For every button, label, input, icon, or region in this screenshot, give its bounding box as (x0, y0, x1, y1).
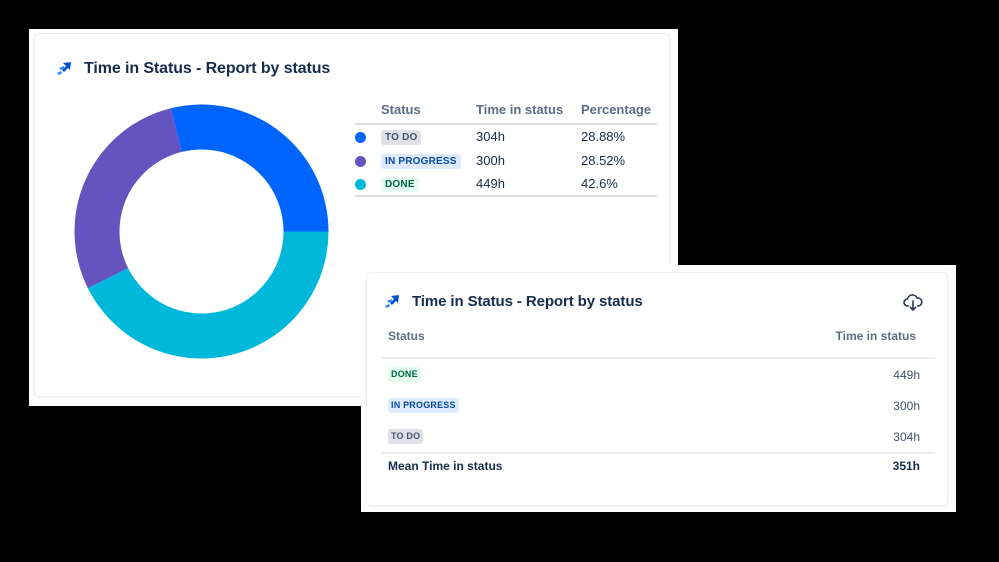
time-cell: 304h (893, 429, 920, 444)
column-header-status: Status (388, 329, 425, 343)
time-cell: 300h (476, 152, 505, 168)
percentage-cell: 28.52% (581, 152, 626, 168)
card-title: Time in Status - Report by status (384, 293, 643, 310)
card-title-text: Time in Status - Report by status (84, 60, 331, 77)
donut-slice-in-progress[interactable] (74, 108, 182, 289)
column-header-color (355, 98, 381, 125)
percentage-cell: 42.6% (581, 172, 657, 197)
mean-time-label: Mean Time in status (388, 459, 503, 473)
donut-slice-done[interactable] (87, 231, 329, 359)
time-cell: 304h (476, 129, 505, 144)
column-header-time: Time in status (835, 329, 916, 343)
status-lozenge-todo: TO DO (388, 429, 424, 444)
status-lozenge-done: DONE (388, 367, 421, 382)
download-button[interactable] (903, 293, 923, 311)
legend-dot-icon (355, 132, 366, 144)
status-donut-chart (74, 104, 329, 359)
legend-dot-icon (355, 179, 366, 191)
time-in-status-logo-icon (384, 294, 402, 310)
table-row: IN PROGRESS 300h (382, 390, 935, 421)
table-header-row: Status Time in status (382, 325, 935, 359)
mean-time-row: Mean Time in status 351h (382, 452, 935, 478)
time-in-status-logo-icon (56, 61, 74, 77)
column-header-status: Status (381, 98, 476, 125)
table-row: DONE 449h 42.6% (355, 172, 657, 197)
table-row: DONE 449h (382, 359, 935, 390)
legend-dot-icon (355, 155, 366, 167)
donut-slices (74, 104, 329, 359)
donut-slice-to-do[interactable] (170, 104, 329, 232)
status-percentage-table: Status Time in status Percentage TO DO 3… (355, 98, 657, 197)
column-header-percentage: Percentage (581, 98, 657, 125)
report-card-chart: Time in Status - Report by status Status… (34, 33, 670, 397)
status-lozenge-done: DONE (381, 177, 419, 192)
status-lozenge-in-progress: IN PROGRESS (381, 153, 461, 169)
status-time-table: Status Time in status DONE 449h IN PROGR… (382, 325, 935, 478)
cloud-download-icon (903, 294, 923, 311)
table-row: IN PROGRESS 300h 28.52% (355, 148, 657, 172)
table-row: TO DO 304h (382, 421, 935, 452)
card-title-text: Time in Status - Report by status (412, 293, 643, 310)
status-lozenge-in-progress: IN PROGRESS (388, 398, 459, 413)
time-cell: 449h (893, 367, 920, 382)
table-header-row: Status Time in status Percentage (355, 98, 657, 125)
status-lozenge-todo: TO DO (381, 130, 422, 145)
percentage-cell: 28.88% (581, 129, 626, 144)
time-cell: 300h (893, 398, 920, 413)
column-header-time: Time in status (476, 98, 581, 125)
time-cell: 449h (476, 172, 581, 197)
table-row: TO DO 304h 28.88% (355, 124, 657, 148)
card-title: Time in Status - Report by status (56, 60, 330, 78)
mean-time-value: 351h (892, 459, 920, 473)
report-card-table: Time in Status - Report by status Status… (366, 272, 948, 506)
